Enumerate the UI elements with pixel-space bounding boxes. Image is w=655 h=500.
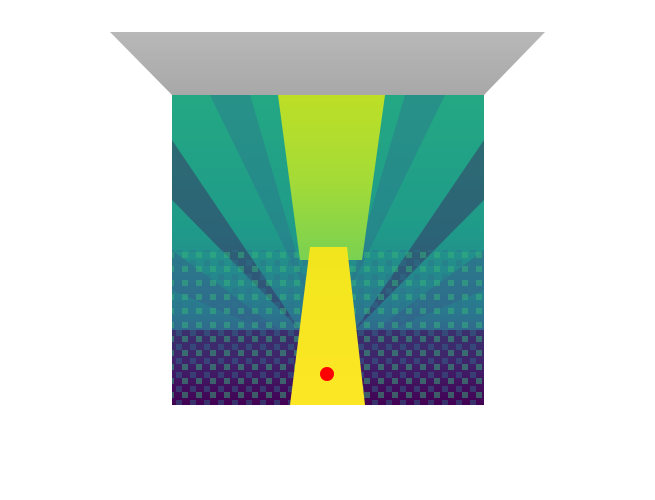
beam	[278, 95, 385, 260]
marker	[320, 367, 334, 381]
ray	[210, 95, 310, 300]
beam-core	[290, 247, 365, 405]
ray	[345, 95, 445, 300]
back-wall	[110, 32, 545, 95]
heatmap	[172, 95, 484, 405]
